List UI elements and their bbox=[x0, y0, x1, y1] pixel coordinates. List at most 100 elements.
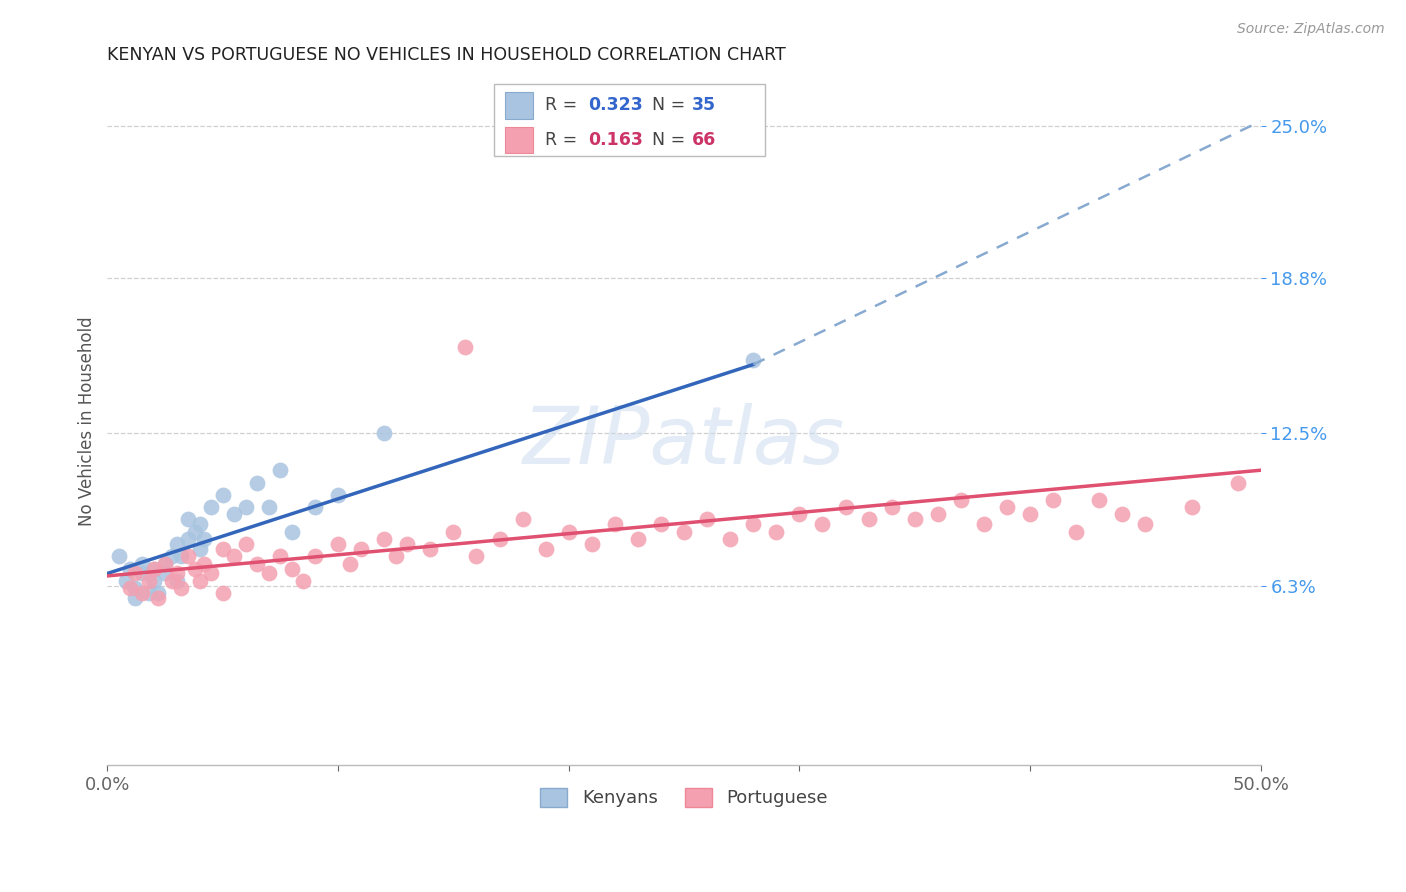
FancyBboxPatch shape bbox=[505, 93, 533, 119]
Text: 66: 66 bbox=[692, 131, 717, 149]
Point bbox=[373, 532, 395, 546]
Text: 0.163: 0.163 bbox=[588, 131, 643, 149]
Point bbox=[124, 566, 146, 581]
Point bbox=[627, 532, 650, 546]
Point bbox=[1088, 492, 1111, 507]
Point bbox=[211, 541, 233, 556]
Point bbox=[114, 574, 136, 588]
Point bbox=[142, 561, 165, 575]
Point bbox=[350, 541, 373, 556]
Point bbox=[1042, 492, 1064, 507]
Point bbox=[396, 537, 419, 551]
Y-axis label: No Vehicles in Household: No Vehicles in Household bbox=[79, 317, 96, 526]
Point bbox=[211, 586, 233, 600]
Point bbox=[246, 557, 269, 571]
Point bbox=[124, 591, 146, 605]
Point bbox=[200, 566, 222, 581]
Point bbox=[170, 581, 193, 595]
Point bbox=[765, 524, 787, 539]
Point bbox=[1019, 508, 1042, 522]
Point bbox=[581, 537, 603, 551]
Point bbox=[949, 492, 972, 507]
Text: ZIPatlas: ZIPatlas bbox=[523, 402, 845, 481]
Point bbox=[811, 517, 834, 532]
Point bbox=[166, 566, 188, 581]
Point bbox=[108, 549, 131, 564]
Point bbox=[153, 557, 176, 571]
Point bbox=[184, 524, 207, 539]
Point bbox=[1064, 524, 1087, 539]
Point bbox=[131, 557, 153, 571]
Point bbox=[131, 566, 153, 581]
Point bbox=[166, 574, 188, 588]
Point bbox=[904, 512, 927, 526]
Point bbox=[1135, 517, 1157, 532]
Point bbox=[188, 574, 211, 588]
Point bbox=[200, 500, 222, 514]
Point bbox=[224, 508, 246, 522]
Point bbox=[193, 557, 215, 571]
Point bbox=[326, 488, 349, 502]
Point bbox=[789, 508, 811, 522]
Point bbox=[650, 517, 672, 532]
Point bbox=[146, 586, 169, 600]
Point bbox=[673, 524, 696, 539]
Text: 35: 35 bbox=[692, 96, 716, 114]
Text: R =: R = bbox=[544, 96, 582, 114]
Point bbox=[373, 426, 395, 441]
Point bbox=[160, 574, 183, 588]
Point bbox=[384, 549, 406, 564]
Point bbox=[177, 512, 200, 526]
Point bbox=[718, 532, 741, 546]
Point bbox=[153, 557, 176, 571]
Point bbox=[142, 561, 165, 575]
Point bbox=[995, 500, 1018, 514]
Point bbox=[269, 463, 291, 477]
Point bbox=[834, 500, 856, 514]
Point bbox=[742, 517, 765, 532]
Point bbox=[257, 500, 280, 514]
Point bbox=[1111, 508, 1133, 522]
Point bbox=[304, 500, 326, 514]
Text: 0.323: 0.323 bbox=[588, 96, 643, 114]
Text: N =: N = bbox=[652, 96, 690, 114]
Point bbox=[1180, 500, 1202, 514]
Point bbox=[441, 524, 464, 539]
Point bbox=[858, 512, 880, 526]
Point bbox=[973, 517, 995, 532]
Point bbox=[281, 524, 304, 539]
Text: R =: R = bbox=[544, 131, 582, 149]
Point bbox=[142, 574, 165, 588]
Legend: Kenyans, Portuguese: Kenyans, Portuguese bbox=[533, 780, 835, 814]
Point bbox=[166, 537, 188, 551]
Point bbox=[419, 541, 441, 556]
Point bbox=[120, 561, 142, 575]
Point bbox=[170, 549, 193, 564]
Text: KENYAN VS PORTUGUESE NO VEHICLES IN HOUSEHOLD CORRELATION CHART: KENYAN VS PORTUGUESE NO VEHICLES IN HOUS… bbox=[107, 46, 786, 64]
Point bbox=[257, 566, 280, 581]
Text: N =: N = bbox=[652, 131, 690, 149]
Point bbox=[120, 581, 142, 595]
Point bbox=[326, 537, 349, 551]
Point bbox=[339, 557, 361, 571]
Point bbox=[211, 488, 233, 502]
Point bbox=[534, 541, 557, 556]
Point bbox=[512, 512, 534, 526]
Point bbox=[1226, 475, 1249, 490]
Point bbox=[603, 517, 626, 532]
Point bbox=[235, 500, 257, 514]
Point bbox=[138, 574, 160, 588]
Point bbox=[188, 541, 211, 556]
Point bbox=[927, 508, 949, 522]
Point bbox=[281, 561, 304, 575]
Point bbox=[184, 561, 207, 575]
Point bbox=[235, 537, 257, 551]
Point bbox=[177, 549, 200, 564]
Point bbox=[454, 340, 477, 354]
Point bbox=[558, 524, 581, 539]
Point bbox=[269, 549, 291, 564]
Point bbox=[292, 574, 315, 588]
FancyBboxPatch shape bbox=[505, 127, 533, 153]
Point bbox=[304, 549, 326, 564]
Point bbox=[193, 532, 215, 546]
